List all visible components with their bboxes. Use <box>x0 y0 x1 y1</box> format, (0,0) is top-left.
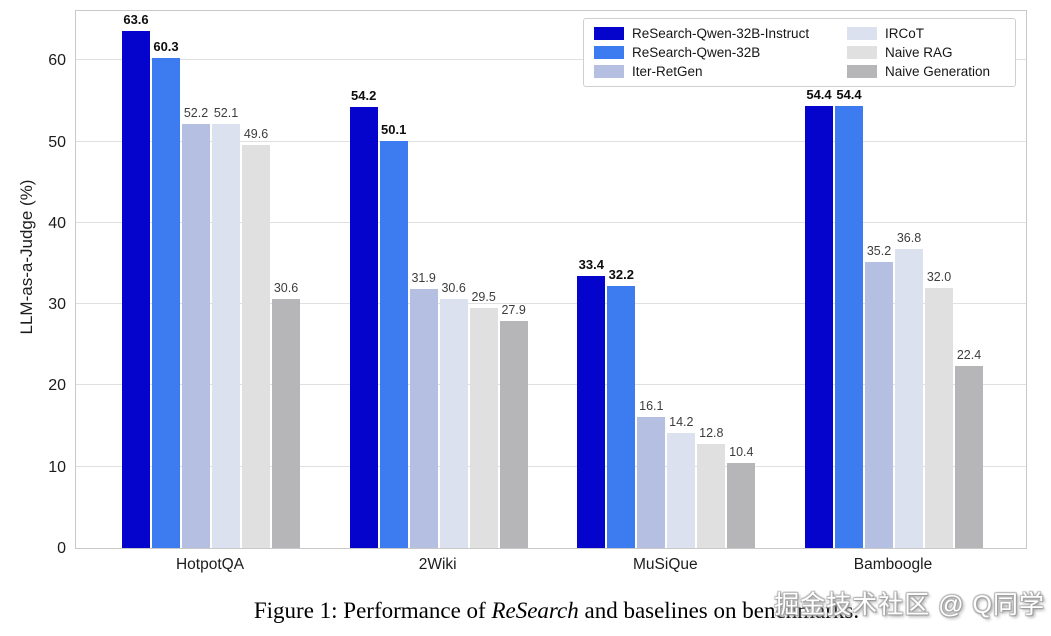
bar <box>727 463 756 548</box>
legend-label: Iter-RetGen <box>632 64 703 79</box>
bar-value-label: 10.4 <box>729 445 754 460</box>
bar <box>637 417 666 548</box>
bar-value-label: 32.2 <box>608 267 634 283</box>
x-tick-label: HotpotQA <box>175 556 245 573</box>
bar-value-label: 54.4 <box>806 86 832 102</box>
y-tick-label: 50 <box>48 133 66 151</box>
y-axis-label: LLM-as-a-Judge (%) <box>17 179 36 335</box>
legend-item: ReSearch-Qwen-32B <box>594 45 847 60</box>
caption-italic-research: ReSearch <box>491 598 579 623</box>
bar <box>577 276 606 548</box>
bar <box>349 107 378 548</box>
bar-value-label: 30.6 <box>273 281 299 296</box>
gridline <box>76 221 1026 223</box>
figure-caption: Figure 1: Performance of ReSearch and ba… <box>0 598 1051 624</box>
legend-swatch <box>594 65 624 78</box>
legend-item: Naive RAG <box>847 45 1005 60</box>
y-tick-label: 10 <box>48 458 66 476</box>
legend-label: IRCoT <box>885 26 925 41</box>
bar <box>469 308 498 548</box>
bar-value-label: 49.6 <box>243 126 269 141</box>
caption-prefix: Figure 1: Performance of <box>253 598 492 623</box>
legend-swatch <box>847 65 877 78</box>
bar-value-label: 27.9 <box>501 303 526 318</box>
bar <box>182 123 210 548</box>
x-tick-label: Bamboogle <box>853 556 933 573</box>
y-tick-label: 0 <box>57 540 66 557</box>
x-tick-label: 2Wiki <box>418 556 457 573</box>
caption-suffix: and baselines on benchmarks. <box>578 598 860 623</box>
y-tick-label: 20 <box>48 377 66 395</box>
y-tick-label: 30 <box>48 296 66 314</box>
bar-group-MuSiQue: 33.4 32.2 16.1 14.2 12.8 10.4 <box>577 11 756 548</box>
legend: ReSearch-Qwen-32B-Instruct ReSearch-Qwen-… <box>583 18 1016 87</box>
bar-value-label: 33.4 <box>578 257 604 273</box>
bar <box>272 299 300 548</box>
gridline <box>76 59 1026 61</box>
bar-value-label: 36.8 <box>896 230 922 245</box>
bar-group-HotpotQA: 63.6 60.3 52.2 52.1 49.6 30.6 <box>122 11 300 548</box>
bar <box>242 144 270 548</box>
legend-item: Iter-RetGen <box>594 64 847 79</box>
bar-value-label: 54.4 <box>836 86 862 102</box>
bar-value-label: 52.2 <box>183 105 209 120</box>
y-tick-label: 60 <box>48 52 66 70</box>
bar-value-label: 50.1 <box>381 121 407 137</box>
legend-label: Naive Generation <box>885 64 991 79</box>
bar-value-label: 22.4 <box>956 347 982 362</box>
watermark: 掘金技术社区 @ Q同学 <box>774 591 1045 619</box>
bar <box>212 124 240 548</box>
gridline <box>76 384 1026 386</box>
bar <box>835 105 863 548</box>
bar-group-Bamboogle: 54.4 54.4 35.2 36.8 32.0 22.4 <box>805 11 983 548</box>
y-tick-label: 40 <box>48 214 66 232</box>
legend-label: Naive RAG <box>885 45 953 60</box>
bar <box>152 57 180 548</box>
bar-value-label: 54.2 <box>351 88 377 104</box>
gridline <box>76 303 1026 305</box>
bar <box>925 287 953 548</box>
legend-item: ReSearch-Qwen-32B-Instruct <box>594 26 847 41</box>
bar <box>499 321 528 548</box>
bar <box>122 30 150 548</box>
bar-group-2Wiki: 54.2 50.1 31.9 30.6 29.5 27.9 <box>349 11 528 548</box>
bar-value-label: 60.3 <box>153 38 179 54</box>
bar <box>805 105 833 548</box>
gridline <box>76 465 1026 467</box>
y-axis-ticks: 0 10 20 30 40 50 60 <box>0 10 66 557</box>
bar-value-label: 16.1 <box>639 399 664 414</box>
bar-value-label: 14.2 <box>669 414 694 429</box>
bar-value-label: 35.2 <box>866 243 892 258</box>
bar-value-label: 52.1 <box>213 106 239 121</box>
bar <box>865 261 893 548</box>
bar <box>379 140 408 548</box>
bar <box>955 365 983 548</box>
gridline <box>76 140 1026 142</box>
legend-swatch <box>847 27 877 40</box>
bar <box>895 248 923 548</box>
legend-swatch <box>594 27 624 40</box>
bar-value-label: 29.5 <box>471 290 496 305</box>
bar <box>697 443 726 548</box>
legend-label: ReSearch-Qwen-32B <box>632 45 761 60</box>
legend-swatch <box>594 46 624 59</box>
legend-swatch <box>847 46 877 59</box>
x-tick-label: MuSiQue <box>633 556 698 573</box>
legend-item: IRCoT <box>847 26 1005 41</box>
legend-item: Naive Generation <box>847 64 1005 79</box>
bar-value-label: 31.9 <box>411 270 436 285</box>
bar-value-label: 63.6 <box>123 11 149 27</box>
bar-value-label: 32.0 <box>926 269 952 284</box>
legend-label: ReSearch-Qwen-32B-Instruct <box>632 26 810 41</box>
bar <box>607 286 636 548</box>
bar <box>409 288 438 548</box>
bar-value-label: 12.8 <box>699 425 724 440</box>
plot-area: 63.6 60.3 52.2 52.1 49.6 30.6 54.2 50.1 31.9 30.6… <box>75 10 1027 549</box>
bar <box>439 299 468 548</box>
bar <box>667 432 696 548</box>
bar-value-label: 30.6 <box>441 281 466 296</box>
